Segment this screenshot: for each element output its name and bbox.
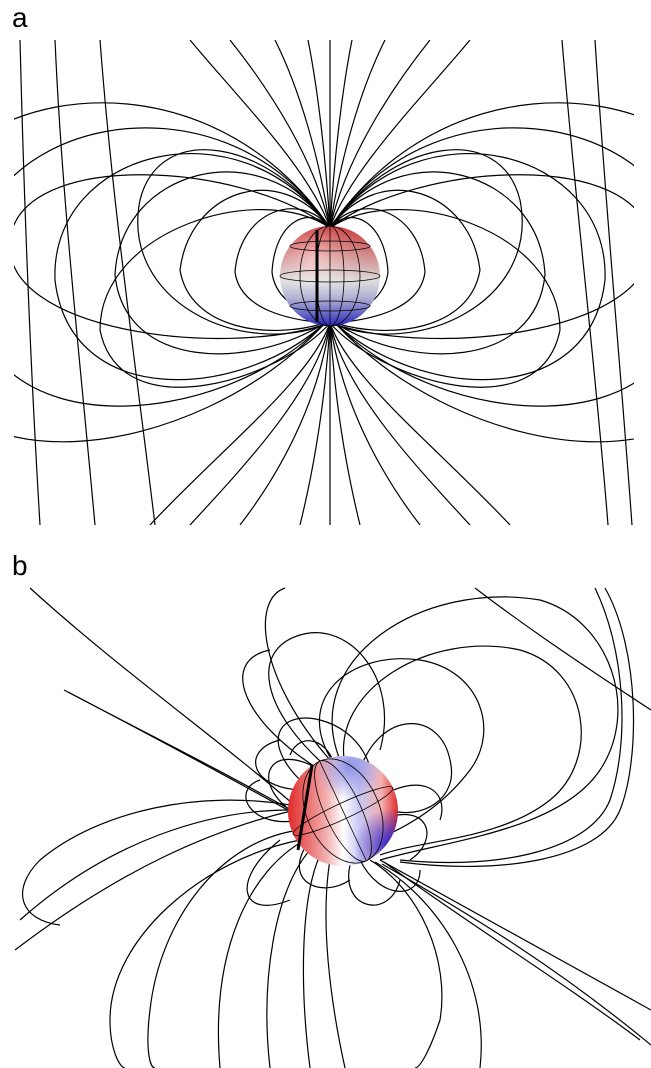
panel-label-b: b [12,550,28,581]
sphere-b [288,756,398,866]
field-diagram-b [14,587,651,1068]
panel-label-a: a [12,2,28,33]
panel-a: a [0,0,651,530]
sphere-a [279,225,381,327]
field-lines-b [14,587,651,1068]
field-lines-a [14,40,634,525]
field-diagram-a [14,40,634,525]
panel-b: b [0,540,651,1068]
